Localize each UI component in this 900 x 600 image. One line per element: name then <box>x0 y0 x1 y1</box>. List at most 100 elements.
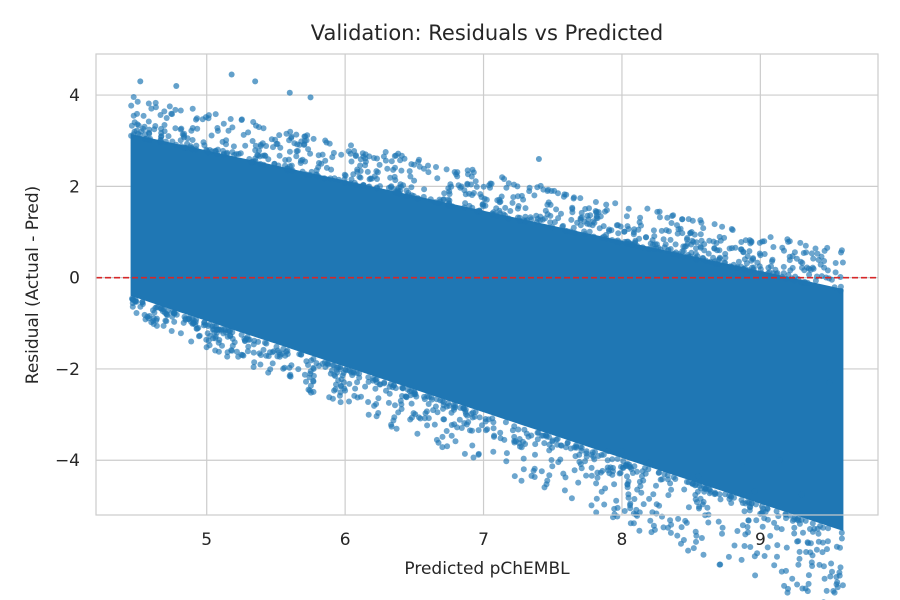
scatter-point <box>719 524 726 531</box>
scatter-point <box>520 455 527 462</box>
scatter-point <box>522 213 529 220</box>
scatter-point <box>837 544 843 551</box>
scatter-point <box>401 155 408 162</box>
x-tick-label: 5 <box>201 530 212 550</box>
x-tick-label: 6 <box>340 530 351 550</box>
scatter-point <box>600 233 607 240</box>
scatter-point <box>225 127 232 134</box>
scatter-point <box>837 564 844 571</box>
scatter-point <box>789 253 796 260</box>
scatter-point <box>286 148 293 155</box>
scatter-point <box>639 244 646 251</box>
scatter-point <box>469 204 476 211</box>
scatter-point <box>544 477 551 484</box>
scatter-point <box>267 366 274 373</box>
scatter-point <box>260 346 267 353</box>
scatter-point <box>473 183 480 190</box>
scatter-point <box>542 215 548 222</box>
scatter-point <box>425 401 432 407</box>
scatter-point <box>560 193 567 200</box>
scatter-point <box>223 141 229 148</box>
scatter-point <box>555 459 562 466</box>
scatter-point <box>716 233 723 240</box>
scatter-point <box>188 127 195 134</box>
scatter-point <box>774 542 781 549</box>
scatter-point <box>728 500 735 506</box>
scatter-point <box>764 544 771 551</box>
scatter-point <box>161 108 168 115</box>
scatter-point <box>831 284 838 291</box>
scatter-point <box>624 481 631 488</box>
scatter-point <box>256 153 263 160</box>
y-tick-label: 2 <box>69 177 80 197</box>
scatter-point <box>342 366 349 373</box>
scatter-point <box>470 190 477 196</box>
scatter-point <box>203 146 210 153</box>
scatter-point <box>819 549 826 556</box>
scatter-point <box>827 573 834 580</box>
scatter-point <box>742 500 749 507</box>
scatter-point <box>630 231 637 238</box>
scatter-point <box>510 194 517 201</box>
scatter-point <box>756 250 763 257</box>
scatter-point <box>157 112 164 118</box>
scatter-point <box>464 167 471 174</box>
scatter-point <box>747 544 754 550</box>
scatter-point <box>425 169 432 176</box>
scatter-points <box>128 71 846 600</box>
scatter-point <box>425 162 431 169</box>
scatter-point <box>759 503 765 510</box>
scatter-point <box>370 155 377 161</box>
scatter-point <box>820 563 827 570</box>
scatter-point <box>152 99 159 106</box>
scatter-point <box>140 112 147 119</box>
scatter-point <box>623 213 630 220</box>
scatter-outlier-point <box>696 480 703 487</box>
scatter-point <box>421 186 428 193</box>
scatter-point <box>307 150 314 157</box>
scatter-point <box>774 553 780 560</box>
scatter-point <box>800 529 806 536</box>
scatter-point <box>808 250 815 257</box>
scatter-point <box>253 122 259 129</box>
scatter-point <box>688 249 695 256</box>
scatter-point <box>806 271 813 278</box>
scatter-point <box>690 545 697 552</box>
scatter-outlier-point <box>173 82 180 89</box>
scatter-point <box>704 504 711 511</box>
scatter-point <box>224 333 231 340</box>
y-tick-label: −2 <box>55 360 80 380</box>
scatter-point <box>602 485 609 492</box>
scatter-point <box>795 561 802 568</box>
scatter-point <box>398 406 405 412</box>
scatter-point <box>802 242 809 249</box>
scatter-point <box>366 153 373 160</box>
scatter-point <box>821 247 828 254</box>
scatter-point <box>203 344 210 351</box>
scatter-point <box>680 537 687 543</box>
scatter-point <box>273 343 280 350</box>
scatter-point <box>352 385 359 392</box>
scatter-point <box>177 330 184 337</box>
scatter-point <box>804 279 811 286</box>
scatter-point <box>159 306 166 313</box>
scatter-point <box>667 236 674 243</box>
scatter-point <box>454 173 461 180</box>
scatter-point <box>178 143 185 150</box>
scatter-point <box>669 213 676 219</box>
scatter-point <box>408 184 415 191</box>
scatter-point <box>189 137 196 143</box>
scatter-point <box>490 209 497 216</box>
scatter-point <box>685 253 692 260</box>
scatter-point <box>273 141 280 147</box>
y-tick-label: −4 <box>55 451 80 471</box>
scatter-point <box>839 259 846 266</box>
scatter-point <box>617 223 624 230</box>
scatter-point <box>569 206 576 212</box>
scatter-point <box>133 310 140 316</box>
scatter-point <box>411 161 418 168</box>
scatter-point <box>520 196 527 203</box>
scatter-point <box>293 153 300 160</box>
scatter-point <box>662 241 669 248</box>
scatter-point <box>502 204 509 211</box>
